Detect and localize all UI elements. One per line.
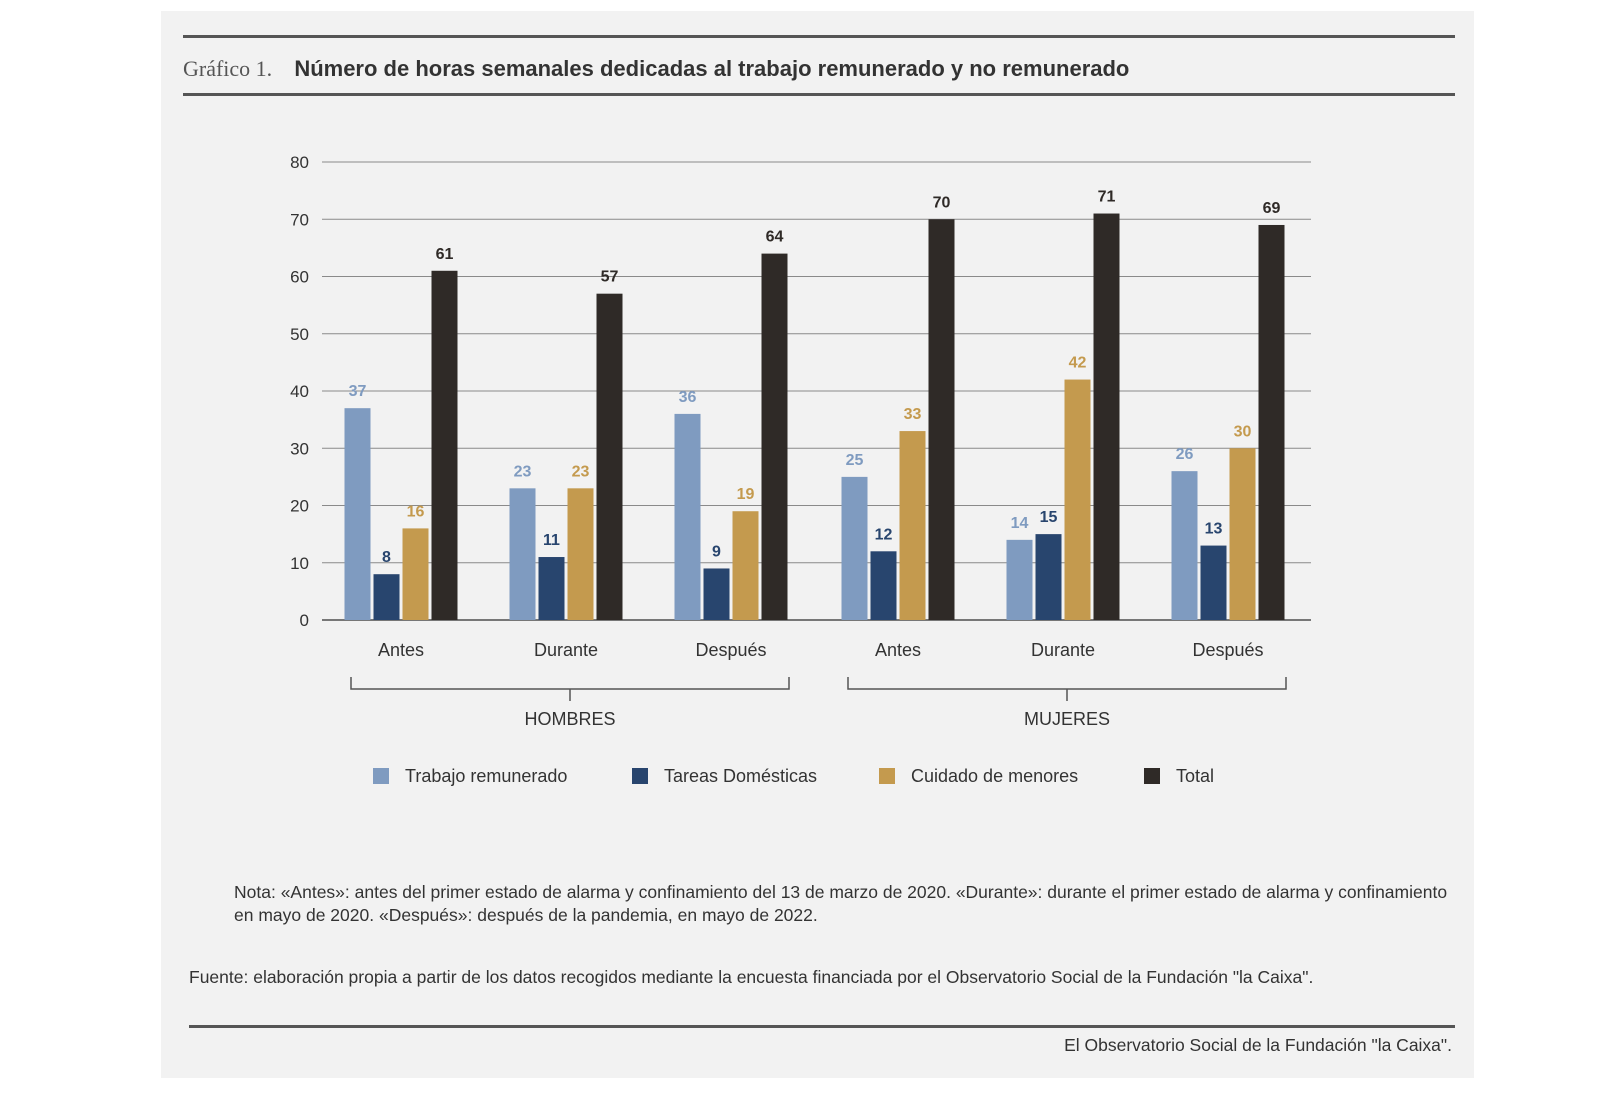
x-tick-label: Después <box>1192 640 1263 660</box>
chart-header: Gráfico 1. Número de horas semanales ded… <box>183 49 1455 89</box>
data-label: 33 <box>904 406 922 423</box>
chart-credit: El Observatorio Social de la Fundación "… <box>1064 1035 1452 1055</box>
x-tick-label: Durante <box>534 640 598 660</box>
data-label: 64 <box>766 229 784 246</box>
bar <box>1171 471 1198 620</box>
group-bracket <box>350 677 790 701</box>
legend-label: Total <box>1176 766 1214 786</box>
data-label: 19 <box>737 486 755 503</box>
y-tick-label: 10 <box>290 554 309 573</box>
bar <box>674 413 701 620</box>
bar <box>1006 539 1033 620</box>
bar <box>402 528 429 620</box>
chart-title: Número de horas semanales dedicadas al t… <box>294 56 1130 81</box>
data-label: 25 <box>846 452 864 469</box>
legend-label: Trabajo remunerado <box>405 766 567 786</box>
chart-source: Fuente: elaboración propia a partir de l… <box>189 967 1314 987</box>
chart-panel: Gráfico 1. Número de horas semanales ded… <box>161 11 1474 1078</box>
bottom-rule <box>189 1025 1455 1028</box>
bar <box>1093 213 1120 620</box>
data-label: 15 <box>1040 509 1058 526</box>
legend-swatch <box>1144 768 1160 784</box>
data-label: 13 <box>1205 521 1223 538</box>
bar <box>870 551 897 620</box>
legend-swatch <box>632 768 648 784</box>
bar <box>899 431 926 620</box>
group-label: HOMBRES <box>524 709 615 729</box>
data-label: 42 <box>1069 355 1087 372</box>
data-label: 69 <box>1263 200 1281 217</box>
bar <box>373 574 400 620</box>
y-tick-label: 50 <box>290 325 309 344</box>
x-tick-label: Antes <box>875 640 921 660</box>
data-label: 57 <box>601 269 619 286</box>
legend-label: Tareas Domésticas <box>664 766 817 786</box>
header-rule <box>183 93 1455 96</box>
legend-swatch <box>879 768 895 784</box>
y-tick-label: 60 <box>290 268 309 287</box>
bar <box>431 270 458 620</box>
y-tick-label: 0 <box>300 611 309 630</box>
data-label: 70 <box>933 194 951 211</box>
data-label: 71 <box>1098 189 1116 206</box>
y-tick-label: 20 <box>290 497 309 516</box>
top-rule <box>183 35 1455 38</box>
bar <box>1258 224 1285 620</box>
bar-chart: 0 10 20 30 40 50 60 70 80 37 8 16 61 Antes 23 11 23 57 Dur… <box>290 153 1311 786</box>
bar <box>703 568 730 620</box>
bar <box>1064 379 1091 620</box>
group-label: MUJERES <box>1024 709 1110 729</box>
data-label: 30 <box>1234 423 1252 440</box>
data-label: 11 <box>543 532 560 549</box>
y-tick-label: 40 <box>290 382 309 401</box>
bar <box>761 253 788 620</box>
bar <box>344 408 371 620</box>
data-label: 8 <box>382 549 391 566</box>
x-tick-label: Después <box>695 640 766 660</box>
y-tick-label: 30 <box>290 439 309 458</box>
bar <box>732 511 759 620</box>
chart-note: Nota: «Antes»: antes del primer estado d… <box>234 882 1448 925</box>
bar <box>596 293 623 620</box>
bar <box>928 219 955 620</box>
legend-swatch <box>373 768 389 784</box>
data-label: 61 <box>436 246 454 263</box>
bar <box>509 488 536 620</box>
data-label: 9 <box>712 543 721 560</box>
legend-label: Cuidado de menores <box>911 766 1078 786</box>
data-label: 37 <box>349 383 367 400</box>
data-label: 14 <box>1011 515 1029 532</box>
y-tick-label: 80 <box>290 153 309 172</box>
data-label: 12 <box>875 526 893 543</box>
data-label: 23 <box>572 463 590 480</box>
x-tick-label: Durante <box>1031 640 1095 660</box>
group-bracket <box>847 677 1287 701</box>
figure-number: Gráfico 1. <box>183 56 273 81</box>
bar <box>567 488 594 620</box>
bar <box>841 476 868 620</box>
data-label: 26 <box>1176 446 1194 463</box>
x-tick-label: Antes <box>378 640 424 660</box>
bar <box>1035 534 1062 620</box>
bar <box>1200 545 1227 620</box>
bar <box>538 557 565 620</box>
y-tick-label: 70 <box>290 210 309 229</box>
data-label: 16 <box>407 503 425 520</box>
data-label: 36 <box>679 389 697 406</box>
bar <box>1229 448 1256 620</box>
data-label: 23 <box>514 463 532 480</box>
